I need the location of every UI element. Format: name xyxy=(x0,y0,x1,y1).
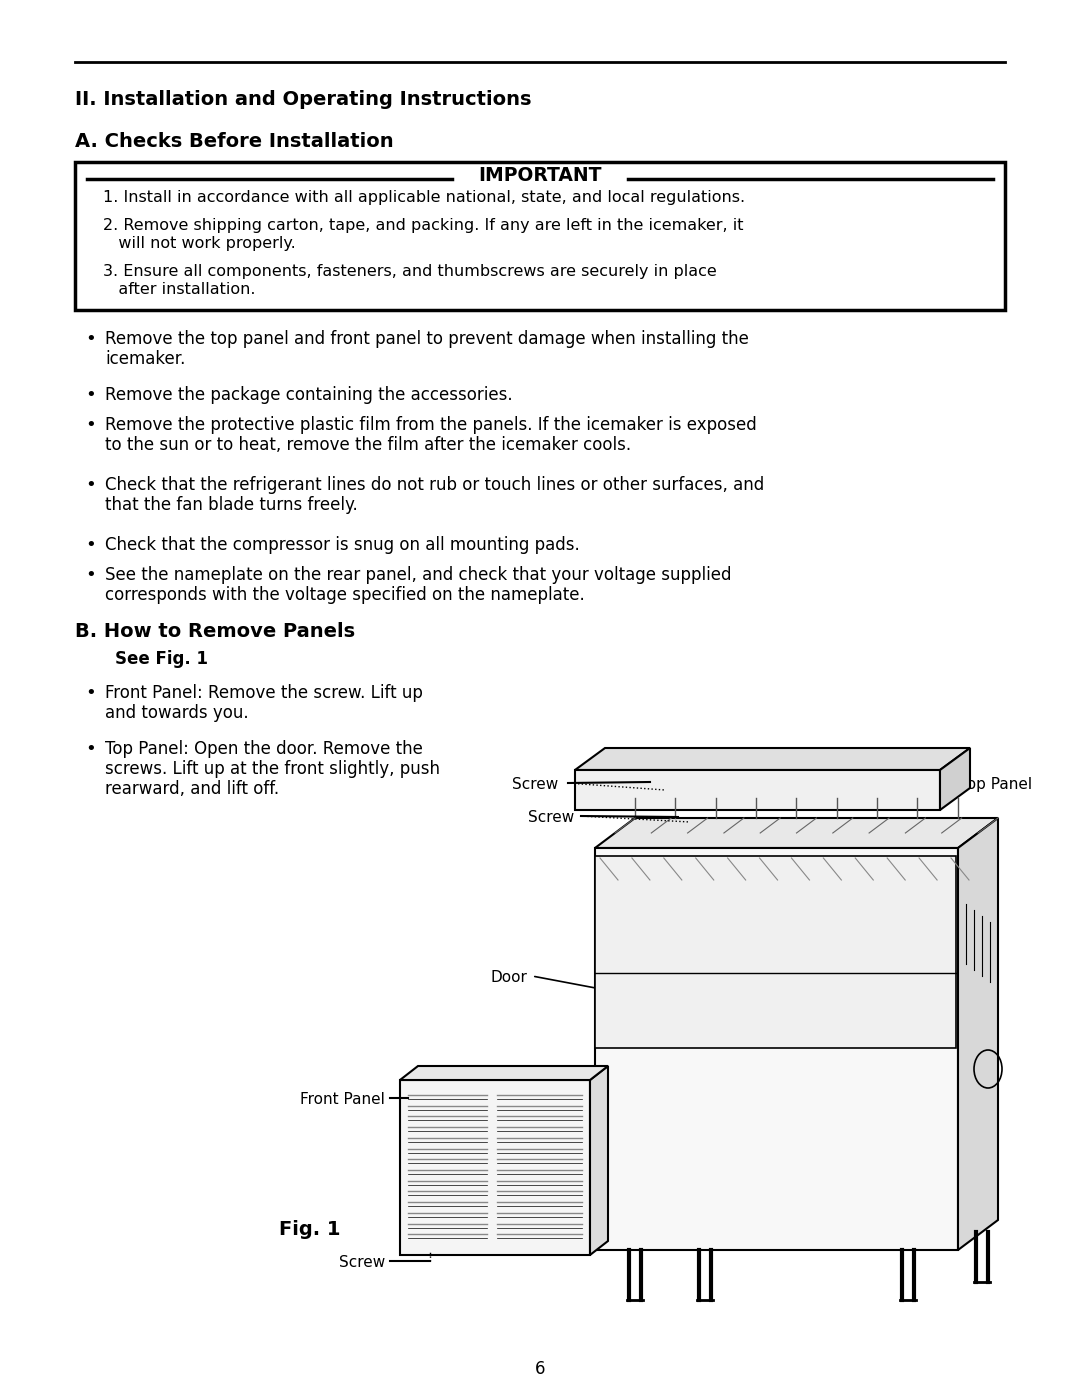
Text: after installation.: after installation. xyxy=(103,282,256,298)
Text: Fig. 1: Fig. 1 xyxy=(280,1220,341,1239)
Text: 1. Install in accordance with all applicable national, state, and local regulati: 1. Install in accordance with all applic… xyxy=(103,190,745,205)
Text: will not work properly.: will not work properly. xyxy=(103,236,296,251)
Polygon shape xyxy=(590,1066,608,1255)
Text: Remove the package containing the accessories.: Remove the package containing the access… xyxy=(105,386,513,404)
Text: •: • xyxy=(85,386,96,404)
Text: Screw: Screw xyxy=(528,810,575,826)
Text: •: • xyxy=(85,566,96,584)
Text: screws. Lift up at the front slightly, push: screws. Lift up at the front slightly, p… xyxy=(105,760,440,778)
FancyBboxPatch shape xyxy=(75,162,1005,310)
Text: Front Panel: Front Panel xyxy=(300,1092,384,1106)
Text: corresponds with the voltage specified on the nameplate.: corresponds with the voltage specified o… xyxy=(105,585,584,604)
Text: icemaker.: icemaker. xyxy=(105,351,186,367)
Polygon shape xyxy=(958,819,998,1250)
Polygon shape xyxy=(400,1080,590,1255)
Text: Remove the protective plastic film from the panels. If the icemaker is exposed: Remove the protective plastic film from … xyxy=(105,416,757,434)
Text: •: • xyxy=(85,536,96,555)
Text: rearward, and lift off.: rearward, and lift off. xyxy=(105,780,279,798)
Text: •: • xyxy=(85,476,96,495)
Text: to the sun or to heat, remove the film after the icemaker cools.: to the sun or to heat, remove the film a… xyxy=(105,436,631,454)
Text: Check that the refrigerant lines do not rub or touch lines or other surfaces, an: Check that the refrigerant lines do not … xyxy=(105,476,765,495)
Polygon shape xyxy=(595,819,998,848)
Polygon shape xyxy=(400,1066,608,1080)
Text: Check that the compressor is snug on all mounting pads.: Check that the compressor is snug on all… xyxy=(105,536,580,555)
Text: •: • xyxy=(85,740,96,759)
Text: 6: 6 xyxy=(535,1361,545,1377)
Polygon shape xyxy=(595,848,958,1250)
Polygon shape xyxy=(940,747,970,810)
Text: Top Panel: Top Panel xyxy=(960,777,1032,792)
Text: 2. Remove shipping carton, tape, and packing. If any are left in the icemaker, i: 2. Remove shipping carton, tape, and pac… xyxy=(103,218,743,233)
Text: •: • xyxy=(85,330,96,348)
Text: and towards you.: and towards you. xyxy=(105,704,248,722)
Text: Door: Door xyxy=(490,970,527,985)
Text: Remove the top panel and front panel to prevent damage when installing the: Remove the top panel and front panel to … xyxy=(105,330,748,348)
Text: A. Checks Before Installation: A. Checks Before Installation xyxy=(75,131,393,151)
Text: Front Panel: Remove the screw. Lift up: Front Panel: Remove the screw. Lift up xyxy=(105,685,423,703)
Polygon shape xyxy=(575,747,970,770)
Text: •: • xyxy=(85,416,96,434)
Text: Top Panel: Open the door. Remove the: Top Panel: Open the door. Remove the xyxy=(105,740,423,759)
Text: that the fan blade turns freely.: that the fan blade turns freely. xyxy=(105,496,357,514)
Text: See Fig. 1: See Fig. 1 xyxy=(114,650,208,668)
Text: B. How to Remove Panels: B. How to Remove Panels xyxy=(75,622,355,641)
Text: 3. Ensure all components, fasteners, and thumbscrews are securely in place: 3. Ensure all components, fasteners, and… xyxy=(103,264,717,279)
Text: IMPORTANT: IMPORTANT xyxy=(478,166,602,184)
Text: Screw: Screw xyxy=(339,1255,384,1270)
Text: See the nameplate on the rear panel, and check that your voltage supplied: See the nameplate on the rear panel, and… xyxy=(105,566,731,584)
Text: •: • xyxy=(85,685,96,703)
Polygon shape xyxy=(595,856,956,1048)
Text: II. Installation and Operating Instructions: II. Installation and Operating Instructi… xyxy=(75,89,531,109)
Text: Screw: Screw xyxy=(512,777,558,792)
Polygon shape xyxy=(575,770,940,810)
